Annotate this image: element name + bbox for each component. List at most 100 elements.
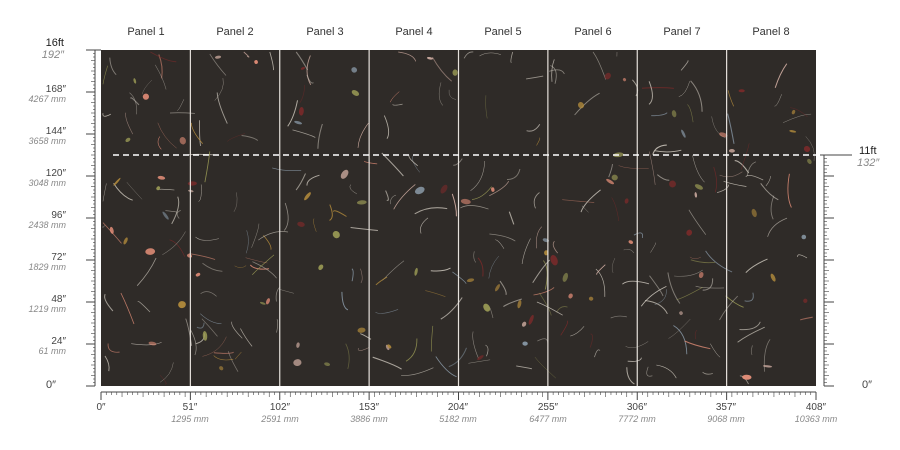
botanical-stem: [196, 322, 205, 329]
botanical-stem: [508, 211, 515, 225]
botanical-stem: [745, 258, 768, 273]
botanical-stem: [702, 371, 713, 375]
botanical-leaf: [789, 130, 797, 133]
botanical-stem: [283, 202, 289, 231]
bottom-axis-tick-label: 204″: [447, 402, 469, 413]
botanical-stem: [649, 275, 664, 297]
botanical-leaf: [296, 342, 300, 348]
botanical-leaf: [791, 109, 796, 115]
botanical-stem: [142, 79, 153, 95]
botanical-stem: [252, 261, 277, 279]
botanical-stem: [592, 51, 607, 80]
botanical-stem: [313, 218, 317, 232]
botanical-leaf: [300, 67, 305, 70]
left-axis-tick-label: 120″: [45, 168, 66, 179]
botanical-stem: [797, 254, 808, 259]
botanical-stem: [214, 78, 224, 101]
botanical-leaf: [259, 301, 266, 305]
botanical-stem: [489, 233, 516, 242]
botanical-stem: [535, 226, 542, 249]
botanical-pattern: [102, 51, 815, 385]
botanical-leaf: [265, 298, 271, 305]
botanical-leaf: [803, 145, 811, 153]
botanical-stem: [414, 207, 448, 215]
botanical-stem: [485, 95, 488, 119]
botanical-stem: [763, 339, 771, 372]
botanical-stem: [644, 300, 668, 315]
botanical-leaf: [801, 234, 807, 240]
bottom-axis-tick-label: 51″: [182, 402, 198, 413]
botanical-stem: [243, 51, 250, 58]
botanical-leaf: [568, 293, 573, 299]
left-axis-tick-sublabel: 4267 mm: [28, 94, 66, 104]
botanical-stem: [750, 345, 753, 356]
botanical-leaf: [604, 72, 611, 80]
botanical-stem: [408, 155, 418, 167]
botanical-leaf: [669, 180, 676, 188]
botanical-stem: [526, 124, 541, 132]
botanical-stem: [251, 254, 275, 276]
botanical-stem: [499, 280, 507, 295]
botanical-stem: [646, 366, 653, 377]
botanical-leaf: [466, 278, 475, 283]
botanical-leaf: [588, 296, 594, 301]
botanical-leaf: [719, 132, 728, 138]
botanical-stem: [276, 319, 279, 333]
botanical-stem: [200, 313, 222, 324]
botanical-stem: [611, 197, 620, 222]
botanical-stem: [640, 285, 667, 307]
botanical-stem: [468, 359, 491, 364]
botanical-stem: [157, 136, 162, 150]
botanical-stem: [790, 107, 808, 118]
botanical-stem: [767, 217, 788, 237]
botanical-stem: [787, 173, 792, 208]
botanical-stem: [157, 122, 177, 149]
botanical-leaf: [606, 178, 615, 185]
botanical-stem: [673, 325, 688, 355]
botanical-leaf: [254, 60, 258, 64]
botanical-stem: [690, 259, 716, 264]
botanical-stem: [263, 235, 272, 250]
botanical-stem: [734, 160, 750, 174]
botanical-stem: [667, 272, 681, 304]
botanical-stem: [550, 65, 557, 84]
botanical-stem: [372, 356, 402, 370]
botanical-stem: [393, 184, 416, 210]
botanical-stem: [448, 347, 467, 368]
botanical-stem: [745, 174, 764, 181]
botanical-stem: [171, 196, 180, 225]
botanical-stem: [272, 167, 302, 172]
botanical-leaf: [562, 272, 569, 282]
botanical-stem: [692, 155, 705, 183]
botanical-stem: [113, 183, 133, 201]
botanical-stem: [533, 192, 540, 209]
botanical-stem: [430, 325, 434, 352]
botanical-stem: [385, 190, 389, 201]
botanical-leaf: [694, 184, 703, 190]
botanical-leaf: [142, 93, 149, 100]
botanical-leaf: [528, 314, 534, 325]
botanical-stem: [185, 318, 193, 346]
botanical-leaf: [751, 208, 757, 218]
botanical-stem: [102, 65, 109, 85]
right-axis-zero-label: 0″: [862, 379, 873, 391]
botanical-stem: [102, 113, 111, 117]
botanical-stem: [800, 316, 813, 321]
botanical-stem: [678, 81, 691, 97]
botanical-stem: [727, 113, 735, 144]
botanical-leaf: [214, 55, 222, 59]
botanical-stem: [104, 355, 110, 372]
botanical-leaf: [357, 327, 366, 333]
botanical-stem: [774, 63, 788, 88]
botanical-leaf: [219, 366, 224, 371]
botanical-stem: [245, 257, 268, 264]
botanical-stem: [299, 84, 306, 104]
botanical-stem: [198, 184, 202, 202]
bottom-axis-tick-sublabel: 6477 mm: [529, 414, 567, 424]
botanical-stem: [760, 183, 779, 201]
botanical-stem: [552, 240, 559, 254]
botanical-stem: [727, 90, 735, 107]
botanical-stem: [126, 182, 143, 200]
